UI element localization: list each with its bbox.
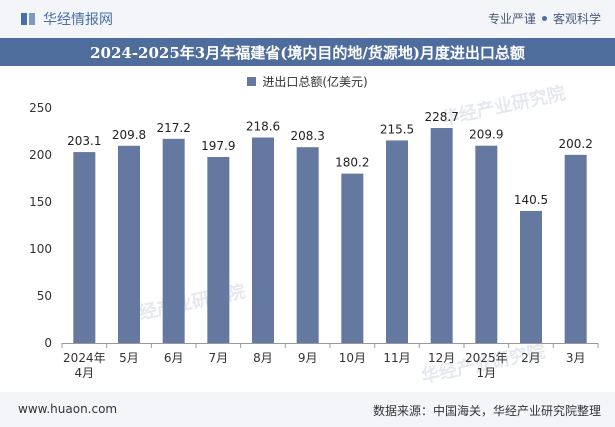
site-url[interactable]: www.huaon.com (18, 402, 118, 416)
data-label: 140.5 (514, 193, 548, 207)
x-tick-label: 11月 (383, 351, 410, 365)
data-label: 203.1 (67, 134, 101, 148)
x-tick-label: 8月 (253, 351, 273, 365)
x-tick-label: 2025年 1月 (465, 351, 508, 380)
data-label: 209.9 (469, 128, 503, 142)
x-tick-label: 2月 (521, 351, 541, 365)
data-label: 228.7 (424, 110, 458, 124)
bar (475, 145, 498, 343)
slogan-left: 专业严谨 (487, 12, 536, 26)
y-tick-label: 100 (29, 242, 52, 256)
bar (341, 173, 364, 343)
footer: www.huaon.com 数据来源：中国海关，华经产业研究院整理 (0, 392, 615, 427)
y-tick-label: 50 (37, 289, 52, 303)
data-label: 215.5 (380, 122, 414, 136)
chart-title: 2024-2025年3月年福建省(境内目的地/货源地)月度进出口总额 (90, 43, 525, 62)
data-label: 197.9 (201, 139, 235, 153)
slogan-right: 客观科学 (552, 12, 601, 26)
bar (386, 140, 408, 343)
data-label: 209.8 (112, 128, 146, 142)
data-label: 200.2 (558, 137, 592, 151)
brand-name: 华经情报网 (43, 12, 113, 28)
bar (564, 154, 587, 343)
bar (162, 138, 185, 343)
bar (73, 152, 96, 343)
bar (207, 156, 230, 343)
bar (118, 145, 140, 343)
data-label: 180.2 (335, 156, 369, 170)
x-tick-label: 5月 (119, 351, 139, 365)
y-tick-label: 250 (29, 101, 52, 115)
chart-legend: 进出口总额(亿美元) (0, 73, 615, 90)
bar (430, 128, 453, 343)
brand-logo-icon (21, 13, 35, 25)
data-label: 217.2 (156, 121, 190, 135)
y-tick-label: 0 (44, 336, 52, 350)
title-bar: 2024-2025年3月年福建省(境内目的地/货源地)月度进出口总额 (0, 38, 615, 66)
brand[interactable]: 华经情报网 (20, 9, 113, 29)
y-tick-label: 200 (29, 148, 52, 162)
x-tick-label: 9月 (298, 351, 318, 365)
data-source: 数据来源：中国海关，华经产业研究院整理 (372, 404, 601, 418)
top-bar: 华经情报网 专业严谨 客观科学 (0, 0, 615, 38)
x-tick-label: 2024年 4月 (63, 351, 106, 380)
legend-swatch (247, 77, 257, 86)
slogan: 专业严谨 客观科学 (488, 10, 601, 27)
x-tick-label: 3月 (566, 351, 586, 365)
x-tick-label: 12月 (428, 351, 455, 365)
bar (520, 210, 542, 343)
data-label: 208.3 (290, 129, 324, 143)
data-label: 218.6 (246, 120, 280, 134)
legend-label: 进出口总额(亿美元) (262, 75, 368, 89)
x-tick-label: 10月 (339, 351, 366, 365)
y-tick-label: 150 (29, 195, 52, 209)
x-tick-label: 6月 (164, 351, 184, 365)
x-tick-label: 7月 (209, 351, 229, 365)
bar (296, 147, 319, 343)
dot-icon (541, 16, 547, 21)
bar (252, 137, 274, 343)
